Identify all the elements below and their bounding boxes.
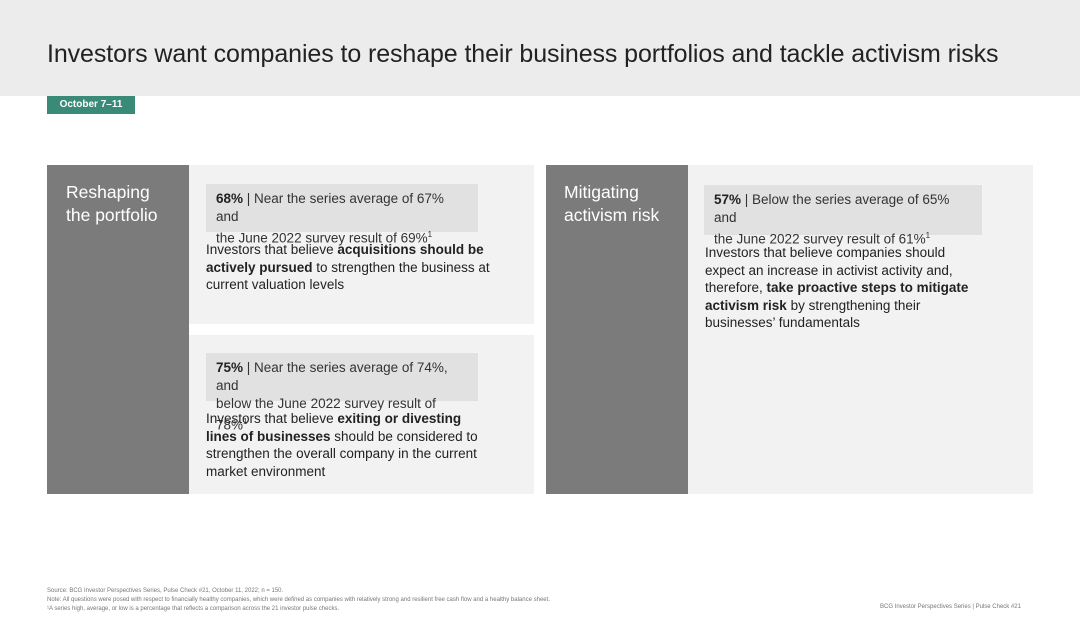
desc-text: businesses’ fundamentals	[705, 315, 860, 330]
page-title: Investors want companies to reshape thei…	[47, 40, 999, 68]
stat-box-divesting: 75% | Near the series average of 74%, an…	[206, 353, 478, 433]
desc-text: strengthen the overall company in the cu…	[206, 446, 477, 461]
reshaping-label-line2: the portfolio	[66, 205, 158, 225]
stat-text: | Near the series average of 74%, and	[216, 360, 448, 393]
desc-text: should be considered to	[330, 428, 478, 444]
mitigating-label-line2: activism risk	[564, 205, 660, 225]
desc-text: Investors that believe	[206, 411, 338, 426]
reshaping-side-panel	[47, 165, 189, 494]
date-badge: October 7–11	[47, 96, 135, 114]
source-note: Source: BCG Investor Perspectives Series…	[47, 588, 284, 594]
stat-pct: 68%	[216, 191, 244, 206]
mitigating-label-line1: Mitigating	[564, 182, 639, 202]
desc-text: by strengthening their	[786, 297, 921, 313]
header-band	[0, 0, 1080, 96]
desc-emphasis: take proactive steps to mitigate	[766, 280, 969, 295]
reshaping-section-label: Reshaping the portfolio	[66, 181, 157, 227]
desc-text: current valuation levels	[206, 277, 345, 292]
footnote-marker: 1	[243, 417, 248, 426]
desc-divesting: Investors that believe exiting or divest…	[206, 410, 526, 480]
desc-emphasis: exiting or divesting	[337, 411, 462, 426]
desc-emphasis: activism risk	[705, 297, 787, 313]
stat-text: the June 2022 survey result of 61%	[714, 231, 926, 247]
reshaping-label-line1: Reshaping	[66, 182, 150, 202]
mitigating-section-label: Mitigating activism risk	[564, 181, 659, 227]
desc-acquisitions: Investors that believe acquisitions shou…	[206, 241, 526, 294]
stat-box-acquisitions: 68% | Near the series average of 67% and…	[206, 184, 478, 246]
desc-text: therefore,	[705, 280, 767, 295]
footnotes: Source: BCG Investor Perspectives Series…	[47, 587, 550, 614]
desc-text: Investors that believe	[206, 242, 338, 257]
desc-emphasis: lines of businesses	[206, 428, 331, 444]
stat-text: | Near the series average of 67% and	[216, 191, 444, 224]
desc-text: Investors that believe companies should	[705, 245, 946, 260]
stat-text: | Below the series average of 65% and	[714, 192, 950, 225]
stat-text: the June 2022 survey result of 69%	[216, 230, 428, 246]
stat-text: below the June 2022 survey result of 78%	[216, 396, 436, 433]
desc-emphasis: acquisitions should be	[337, 242, 484, 257]
desc-text: to strengthen the business at	[312, 259, 490, 275]
stat-pct: 57%	[714, 192, 742, 207]
footnote-1: ¹A series high, average, or low is a per…	[47, 606, 340, 612]
footnote-marker: 1	[427, 230, 433, 239]
footer-series-label: BCG Investor Perspectives Series | Pulse…	[880, 604, 1021, 610]
desc-emphasis: actively pursued	[206, 259, 313, 275]
desc-text: market environment	[206, 463, 326, 479]
stat-box-activism: 57% | Below the series average of 65% an…	[704, 185, 982, 247]
mitigating-side-panel	[546, 165, 688, 494]
footnote-marker: 1	[925, 231, 931, 240]
desc-activism: Investors that believe companies should …	[705, 244, 1025, 332]
desc-text: expect an increase in activist activity …	[705, 262, 953, 278]
stat-pct: 75%	[216, 360, 244, 375]
definition-note: Note: All questions were posed with resp…	[47, 597, 550, 603]
